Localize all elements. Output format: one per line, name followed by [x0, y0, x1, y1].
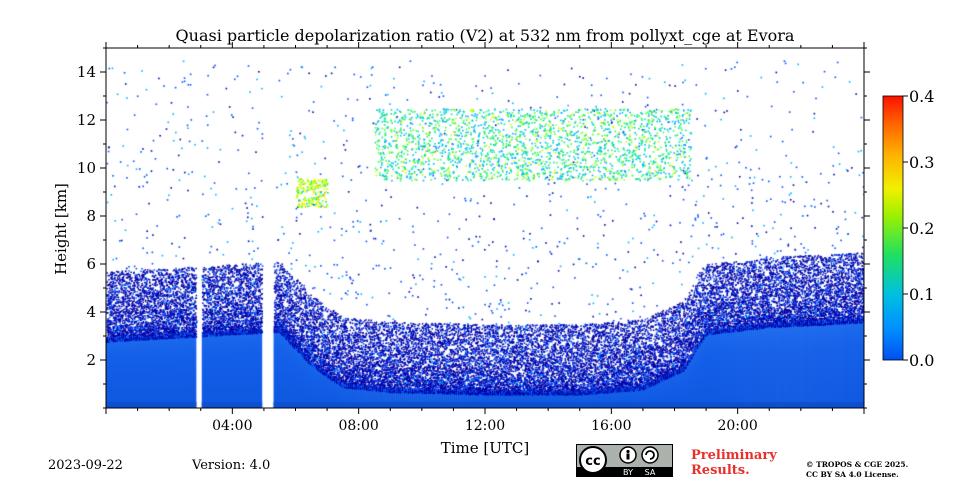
x-tick-label: 04:00 — [212, 418, 252, 434]
colorbar-tick-label: 0.3 — [909, 153, 934, 172]
y-tick-label: 14 — [77, 63, 96, 81]
y-tick-label: 6 — [86, 255, 96, 273]
date-label: 2023-09-22 — [48, 458, 123, 473]
x-tick-label: 16:00 — [591, 418, 631, 434]
preliminary-line-2: Results. — [691, 463, 750, 478]
y-axis: 2 4 6 8 10 12 14 — [77, 47, 870, 409]
x-axis: 04:00 08:00 12:00 16:00 20:00 — [105, 42, 865, 434]
y-tick-label: 12 — [77, 111, 96, 129]
heatmap-area — [106, 48, 864, 408]
colorbar-tick-label: 0.0 — [909, 351, 934, 370]
y-tick-label: 4 — [86, 303, 96, 321]
copyright-line-1: © TROPOS & CGE 2025. — [806, 460, 909, 469]
badge-by: BY — [623, 468, 633, 477]
chart-title: Quasi particle depolarization ratio (V2)… — [176, 26, 795, 45]
y-tick-label: 2 — [86, 351, 96, 369]
colorbar-tick-label: 0.1 — [909, 285, 934, 304]
preliminary-results-label: Preliminary Results. — [691, 448, 777, 478]
colorbar-tick-label: 0.2 — [909, 219, 934, 238]
x-axis-label: Time [UTC] — [441, 439, 530, 457]
colorbar — [882, 95, 904, 361]
cc-by-sa-icon: cc BY SA — [576, 444, 673, 477]
x-tick-label: 08:00 — [338, 418, 378, 434]
svg-text:cc: cc — [585, 454, 600, 469]
heatmap-canvas — [106, 48, 864, 408]
heatmap-pixels — [106, 48, 864, 408]
y-tick-label: 8 — [86, 207, 96, 225]
y-axis-label: Height [km] — [52, 183, 70, 275]
copyright-notice: © TROPOS & CGE 2025. CC BY SA 4.0 Licens… — [806, 460, 908, 480]
colorbar-tick-label: 0.4 — [909, 87, 934, 106]
badge-sa: SA — [645, 468, 656, 477]
x-tick-label: 20:00 — [717, 418, 757, 434]
x-tick-label: 12:00 — [465, 418, 505, 434]
y-tick-label: 10 — [77, 159, 96, 177]
copyright-line-2: CC BY SA 4.0 License. — [806, 470, 899, 479]
version-label: Version: 4.0 — [192, 458, 271, 473]
colorbar-ticks: 0.0 0.1 0.2 0.3 0.4 — [903, 87, 934, 370]
preliminary-line-1: Preliminary — [691, 448, 777, 463]
